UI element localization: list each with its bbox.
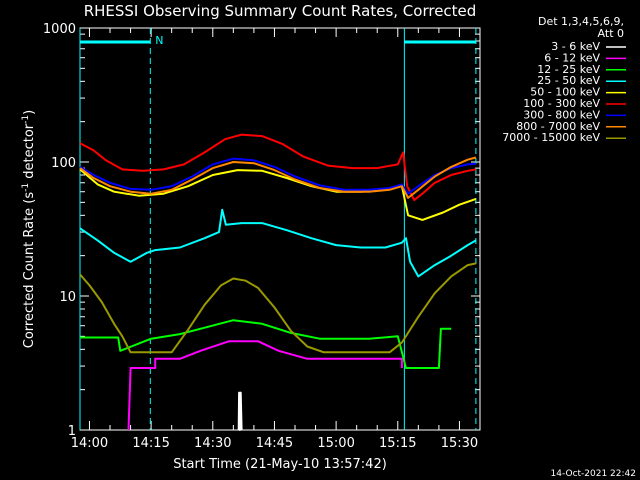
series-line xyxy=(79,208,477,278)
y-axis-label: Corrected Count Rate (s-1 detector-1) xyxy=(21,110,37,348)
series-line xyxy=(127,340,403,431)
series-line xyxy=(79,157,476,195)
series-line xyxy=(80,319,452,369)
series-line xyxy=(79,168,477,221)
eclipse-markers: N xyxy=(79,28,477,430)
legend-label: 800 - 7000 keV xyxy=(516,120,600,133)
x-tick-label: 14:45 xyxy=(256,436,293,451)
legend-header-line2: Att 0 xyxy=(598,27,624,40)
legend-label: 6 - 12 keV xyxy=(544,51,600,64)
y-tick-label: 100 xyxy=(51,156,76,171)
axis-ticks xyxy=(80,28,481,431)
y-tick-labels: 1 10 100 1000 xyxy=(43,22,76,439)
data-series-lines xyxy=(79,133,477,431)
x-tick-label: 14:00 xyxy=(71,436,108,451)
legend-header-line1: Det 1,3,4,5,6,9, xyxy=(538,15,624,28)
series-line xyxy=(79,262,477,354)
x-tick-labels: 14:00 14:15 14:30 14:45 15:00 15:15 15:30 xyxy=(71,436,478,451)
x-tick-label: 15:30 xyxy=(441,436,478,451)
y-tick-label: 1 xyxy=(68,424,76,439)
y-tick-label: 10 xyxy=(59,290,76,305)
series-line xyxy=(79,133,477,202)
x-tick-label: 14:30 xyxy=(194,436,231,451)
chart-title: RHESSI Observing Summary Count Rates, Co… xyxy=(84,2,477,20)
x-axis-label: Start Time (21-May-10 13:57:42) xyxy=(173,457,387,472)
generation-timestamp: 14-Oct-2021 22:42 xyxy=(551,469,636,479)
x-tick-label: 15:00 xyxy=(317,436,354,451)
x-tick-label: 15:15 xyxy=(379,436,416,451)
x-tick-label: 14:15 xyxy=(132,436,169,451)
series-line xyxy=(79,156,477,199)
night-marker-label: N xyxy=(155,34,163,47)
legend-label: 12 - 25 keV xyxy=(537,63,600,76)
legend-label: 300 - 800 keV xyxy=(523,108,600,121)
y-tick-label: 1000 xyxy=(43,22,76,37)
legend-label: 3 - 6 keV xyxy=(551,40,600,53)
legend-label: 50 - 100 keV xyxy=(530,86,600,99)
legend-label: 7000 - 15000 keV xyxy=(502,131,600,144)
legend-label: 25 - 50 keV xyxy=(537,74,600,87)
legend-label: 100 - 300 keV xyxy=(523,97,600,110)
series-line xyxy=(237,391,243,431)
